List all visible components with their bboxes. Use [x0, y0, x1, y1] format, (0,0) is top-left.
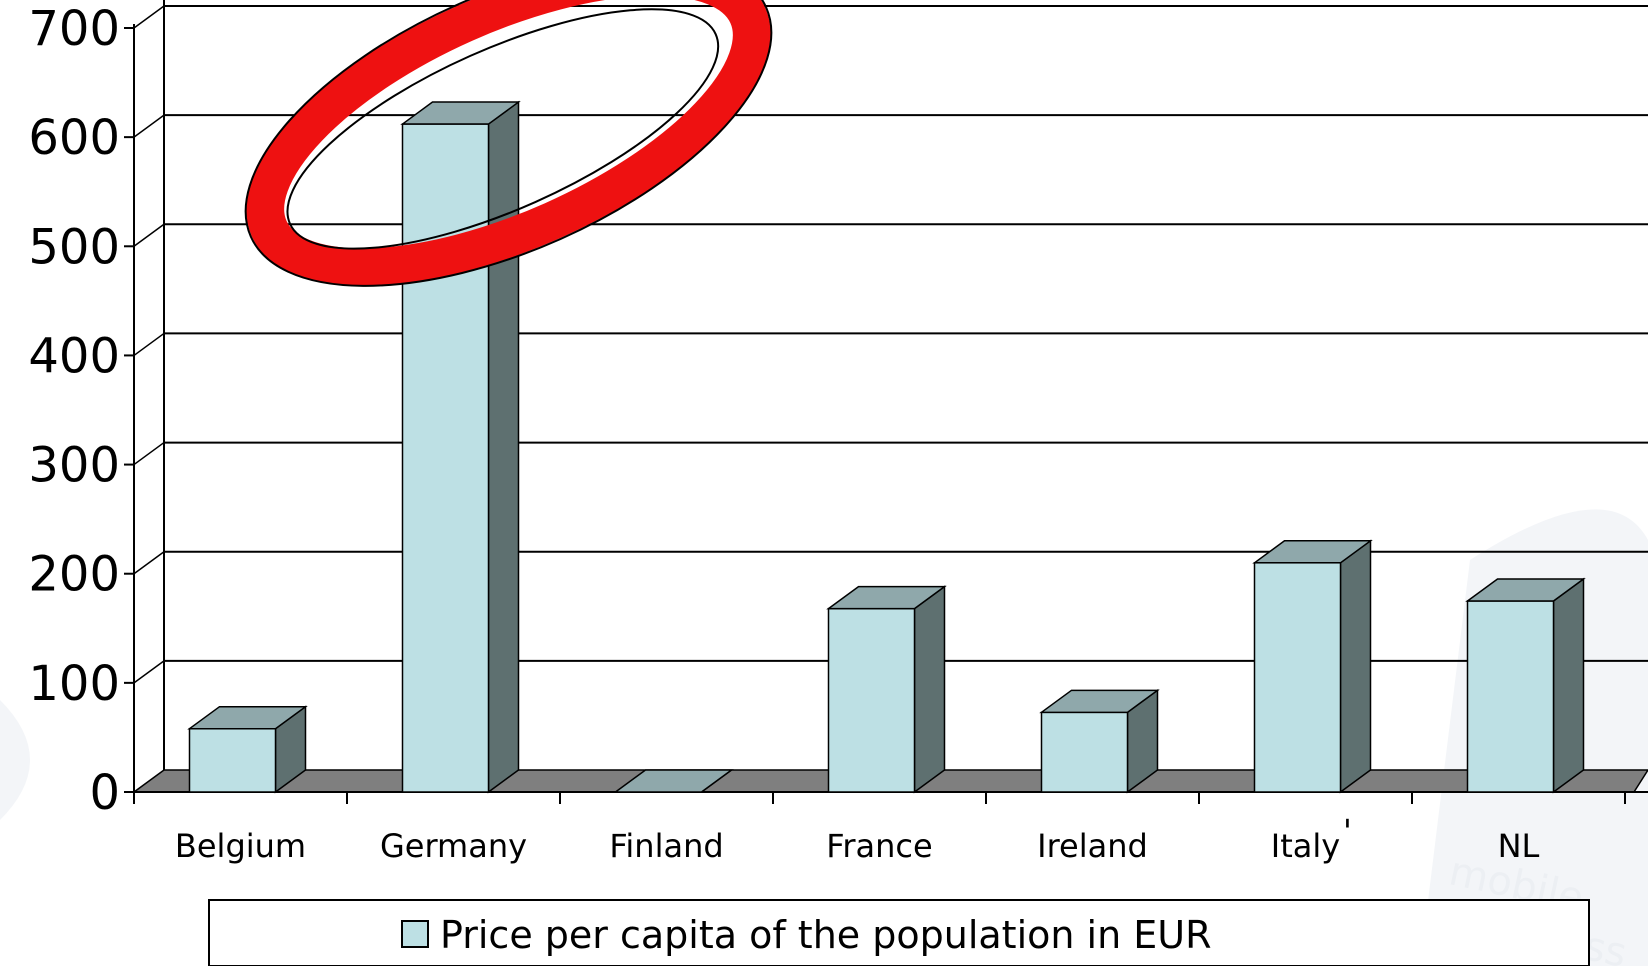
legend-box: [208, 899, 1590, 966]
grid-diagonal: [133, 5, 165, 29]
bar-top: [613, 769, 734, 793]
grid-diagonal: [133, 551, 165, 575]
bar-top: [1465, 578, 1586, 602]
legend-label: Price per capita of the population in EU…: [440, 913, 1212, 957]
bar-front: [1466, 600, 1555, 793]
bar-top: [187, 705, 308, 730]
bar-top: [826, 585, 947, 610]
grid-lines: [133, 5, 1648, 684]
y-tick-label: 0: [89, 765, 120, 821]
bar-front: [1253, 562, 1342, 793]
bar-top: [1252, 540, 1373, 564]
bar-side: [1552, 577, 1585, 794]
legend: Price per capita of the population in EU…: [208, 899, 1590, 966]
x-tick-label: Finland: [609, 827, 723, 865]
bar-front: [827, 607, 916, 793]
stray-mark: ': [1343, 812, 1352, 850]
y-tick-label: 400: [28, 328, 120, 384]
grid-diagonal: [133, 114, 165, 138]
x-tick-label: France: [826, 827, 932, 865]
highlight-inner-edge: [286, 8, 720, 250]
highlight-outer-edge: [244, 0, 773, 287]
grid-diagonal: [133, 441, 165, 466]
bar-top: [400, 101, 521, 125]
bar-front: [1040, 711, 1129, 793]
legend-swatch: [401, 920, 429, 948]
grid-diagonal: [133, 332, 165, 357]
bar: [1465, 577, 1586, 794]
bar-side: [1339, 539, 1372, 794]
y-tick-label: 500: [28, 219, 120, 275]
y-tick-label: 600: [28, 110, 120, 166]
x-axis-tick-labels: Belgium Germany Finland France Ireland Italy N…: [175, 812, 1540, 865]
highlight-ellipse: [244, 0, 773, 287]
bar: [400, 100, 521, 794]
y-tick-label: 300: [28, 438, 120, 494]
bar-side: [487, 100, 520, 794]
highlight-stroke: [246, 0, 771, 287]
y-axis-tick-labels: 0 100 200 300 400 500 600 700: [28, 1, 120, 821]
watermark-shape: [0, 700, 30, 820]
highlight-ring: [244, 0, 773, 287]
bar: [1039, 688, 1160, 794]
y-tick-label: 200: [28, 547, 120, 603]
bar: [187, 705, 308, 794]
grid-diagonal: [133, 660, 165, 684]
y-tick-label: 700: [28, 1, 120, 57]
x-tick-label: Germany: [380, 827, 527, 865]
x-tick-label: Italy: [1271, 827, 1340, 865]
bar: [826, 585, 947, 794]
x-tick-label: Ireland: [1037, 827, 1148, 865]
bar-side: [913, 585, 946, 794]
bar-top: [1039, 689, 1160, 714]
x-tick-label: Belgium: [175, 827, 306, 865]
y-tick-label: 100: [28, 656, 120, 712]
bar-front: [188, 727, 277, 793]
x-tick-label: NL: [1498, 827, 1540, 865]
bar: [613, 769, 734, 793]
bars: [187, 100, 1586, 794]
grid-diagonal: [133, 223, 165, 247]
bar: [1252, 539, 1373, 794]
